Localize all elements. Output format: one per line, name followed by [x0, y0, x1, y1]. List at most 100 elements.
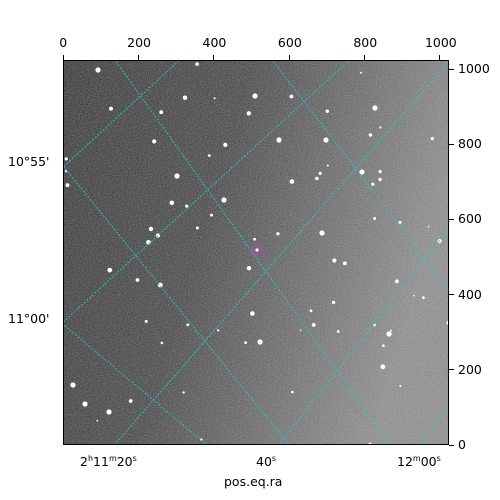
- star: [276, 232, 280, 236]
- star: [186, 323, 190, 327]
- star: [144, 319, 148, 323]
- bright-star: [252, 93, 258, 99]
- star: [368, 133, 373, 137]
- bright-star: [359, 169, 365, 175]
- star: [311, 323, 316, 327]
- top-x-tick: [137, 55, 139, 60]
- star: [210, 213, 214, 217]
- coordinate-grid-line: [64, 61, 350, 323]
- star: [169, 200, 175, 206]
- star: [109, 106, 113, 111]
- ra-tick-label-1: 2h11m20s: [80, 454, 137, 470]
- star: [395, 279, 399, 284]
- coordinate-grid-line: [64, 166, 289, 444]
- star: [315, 176, 319, 181]
- right-y-tick: [449, 369, 454, 371]
- star: [148, 226, 154, 232]
- star: [182, 95, 188, 100]
- ra-tick-label-2: 40s: [256, 454, 277, 470]
- ra-tick-label-3: 12m00s: [397, 454, 441, 470]
- star: [380, 364, 386, 370]
- star: [223, 142, 228, 147]
- top-x-tick: [62, 55, 64, 60]
- right-y-tick-label: 400: [458, 286, 482, 302]
- top-x-tick: [439, 55, 441, 60]
- star: [253, 237, 256, 241]
- star: [159, 110, 164, 115]
- top-x-tick: [213, 55, 215, 60]
- star: [389, 329, 392, 332]
- top-x-tick-label: 800: [353, 35, 378, 50]
- dec-tick-label-1: 10°55': [8, 154, 50, 169]
- bright-star: [257, 339, 263, 345]
- top-x-tick: [288, 55, 290, 60]
- right-y-tick-label: 200: [458, 361, 482, 377]
- coordinate-grid-line: [64, 324, 207, 444]
- image-noise: [64, 61, 448, 444]
- coordinate-grid-line: [114, 61, 390, 444]
- bright-star: [106, 409, 112, 415]
- bright-star: [174, 173, 180, 179]
- star: [291, 390, 294, 394]
- star: [378, 170, 382, 174]
- star: [246, 111, 251, 116]
- star: [446, 320, 448, 325]
- star: [427, 226, 430, 228]
- star: [371, 182, 375, 186]
- star: [217, 329, 220, 332]
- right-y-tick: [449, 218, 454, 220]
- star: [152, 139, 157, 144]
- bright-star: [372, 105, 378, 111]
- star: [182, 391, 185, 394]
- star: [379, 126, 382, 129]
- top-x-tick-label: 600: [277, 35, 302, 50]
- sky-image-svg: [64, 61, 448, 444]
- top-x-tick: [364, 55, 366, 60]
- top-x-tick-label: 400: [202, 35, 227, 50]
- star: [382, 344, 385, 348]
- star: [360, 71, 362, 74]
- star: [200, 438, 203, 441]
- bright-star: [82, 401, 88, 407]
- star: [250, 311, 255, 316]
- star: [368, 442, 372, 444]
- star: [64, 157, 68, 161]
- star: [195, 62, 199, 66]
- star: [430, 137, 434, 141]
- star: [135, 278, 140, 282]
- top-x-tick-label: 1000: [424, 35, 457, 50]
- star: [208, 154, 211, 157]
- bright-star: [323, 137, 329, 143]
- right-y-tick-label: 0: [458, 437, 466, 452]
- star: [128, 399, 133, 403]
- target-marker: [251, 244, 263, 256]
- sky-image-plot: [63, 60, 449, 445]
- x-axis-label: pos.eq.ra: [224, 474, 283, 489]
- top-x-tick-label: 200: [127, 35, 151, 50]
- star: [332, 258, 337, 263]
- star: [398, 220, 402, 224]
- star: [195, 226, 199, 230]
- coordinate-grid-line: [419, 408, 448, 444]
- star: [96, 419, 99, 422]
- star: [413, 294, 415, 297]
- star: [318, 171, 322, 175]
- star: [399, 384, 402, 387]
- bright-star: [276, 137, 282, 143]
- star: [65, 183, 70, 188]
- bright-star: [319, 230, 325, 236]
- star: [107, 267, 113, 273]
- star: [146, 240, 151, 245]
- star: [244, 341, 248, 344]
- right-y-tick: [449, 294, 454, 296]
- star: [213, 97, 216, 100]
- star: [373, 217, 377, 220]
- coordinate-grid-line: [272, 61, 448, 290]
- star: [325, 109, 329, 113]
- top-x-tick-label: 0: [59, 35, 68, 50]
- bright-star: [221, 197, 227, 203]
- star: [185, 204, 189, 208]
- right-y-tick-label: 1000: [458, 61, 490, 77]
- star: [326, 164, 329, 167]
- star: [289, 94, 294, 99]
